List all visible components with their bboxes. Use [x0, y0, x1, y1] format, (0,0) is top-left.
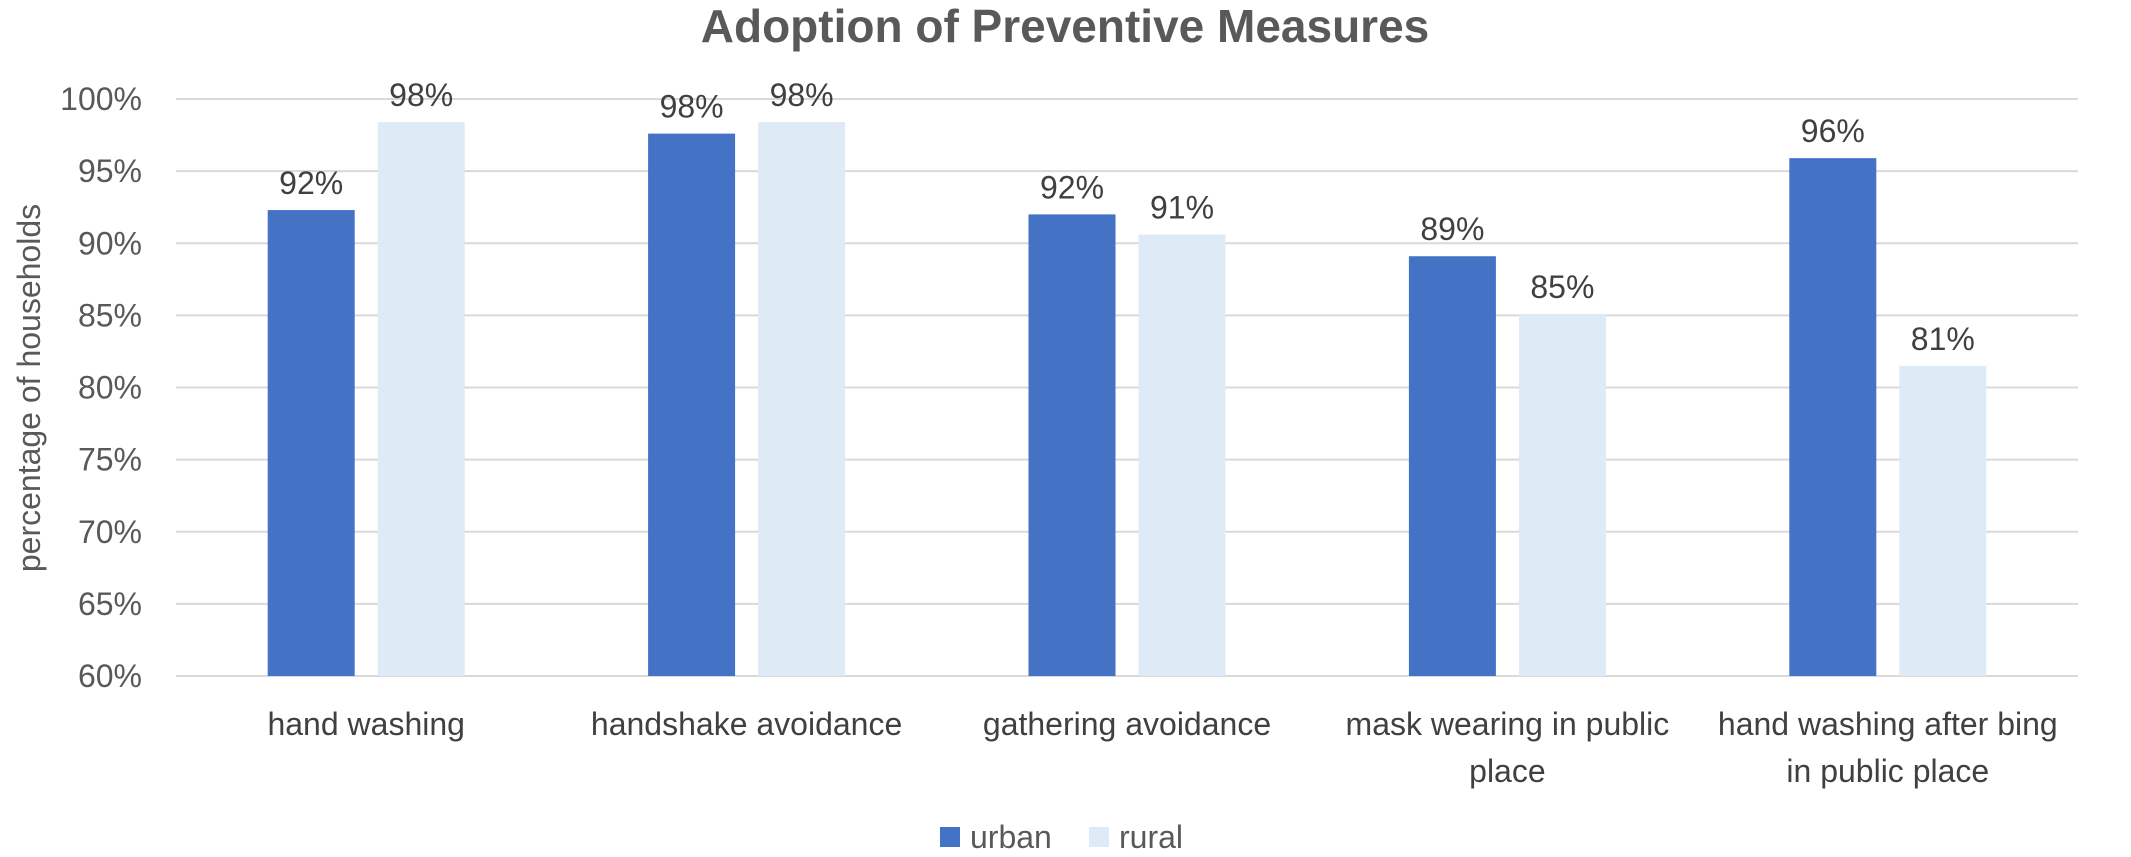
y-tick-label: 80% [78, 370, 142, 406]
bars [267, 122, 1987, 676]
data-label: 98% [389, 77, 453, 113]
y-tick-label: 75% [78, 442, 142, 478]
legend-swatch-urban [940, 827, 960, 847]
bar-rural [758, 122, 846, 676]
legend-swatch-rural [1089, 827, 1109, 847]
bar-urban [1408, 256, 1496, 676]
y-tick-label: 90% [78, 225, 142, 261]
bar-urban [1028, 214, 1116, 676]
y-tick-label: 100% [60, 81, 142, 117]
x-category-label: mask wearing in public [1346, 706, 1670, 742]
data-label: 89% [1420, 211, 1484, 247]
x-axis-categories: hand washing handshake avoidance gathering… [267, 706, 2057, 789]
data-label: 81% [1911, 321, 1975, 357]
chart-title: Adoption of Preventive Measures [701, 0, 1430, 52]
y-tick-label: 60% [78, 658, 142, 694]
y-tick-label: 65% [78, 586, 142, 622]
bar-urban [648, 133, 736, 676]
data-labels: 92% 98% 98% 98% 92% 91% 89% 85% 96% 81% [279, 77, 1975, 357]
bar-urban [267, 210, 355, 676]
data-label: 92% [279, 165, 343, 201]
y-tick-label: 70% [78, 514, 142, 550]
x-category-label: hand washing [267, 706, 464, 742]
bar-rural [1518, 313, 1606, 676]
data-label: 98% [660, 89, 724, 125]
x-category-label: hand washing after bing [1718, 706, 2058, 742]
x-category-label: place [1469, 753, 1546, 789]
y-tick-label: 85% [78, 297, 142, 333]
bar-urban [1789, 158, 1877, 676]
x-category-label: handshake avoidance [591, 706, 902, 742]
data-label: 92% [1040, 169, 1104, 205]
data-label: 85% [1530, 269, 1594, 305]
y-axis-ticks: 60% 65% 70% 75% 80% 85% 90% 95% 100% [60, 81, 142, 694]
legend-label: urban [970, 819, 1052, 852]
legend-label: rural [1119, 819, 1183, 852]
bar-rural [1899, 365, 1987, 676]
x-category-label: gathering avoidance [983, 706, 1271, 742]
y-tick-label: 95% [78, 153, 142, 189]
bar-rural [1138, 234, 1226, 676]
data-label: 98% [770, 77, 834, 113]
x-category-label: in public place [1786, 753, 1989, 789]
data-label: 96% [1801, 113, 1865, 149]
y-axis-label: percentage of households [11, 204, 47, 572]
gridlines [176, 98, 2078, 677]
data-label: 91% [1150, 190, 1214, 226]
legend: urban rural [940, 819, 1183, 855]
bar-rural [377, 122, 465, 676]
